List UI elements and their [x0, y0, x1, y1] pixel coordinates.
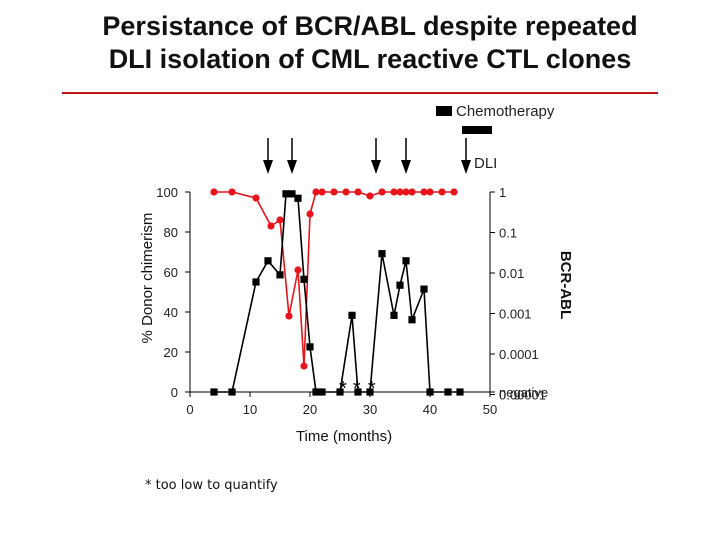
- chimerism-point: [276, 216, 284, 224]
- right-y-tick-label: negative: [499, 385, 548, 400]
- chimerism-point: [450, 188, 458, 196]
- dli-arrow-head: [287, 160, 297, 174]
- bcr-abl-point: [354, 388, 362, 396]
- left-y-tick-label: 60: [164, 265, 178, 280]
- left-y-tick-label: 100: [156, 185, 178, 200]
- right-y-tick-label: 1: [499, 185, 506, 200]
- x-tick-label: 30: [363, 402, 377, 417]
- bcr-abl-point: [444, 388, 452, 396]
- dli-arrow-head: [401, 160, 411, 174]
- bcr-abl-point: [390, 311, 398, 319]
- chemotherapy-legend-label: Chemotherapy: [456, 103, 555, 120]
- bcr-abl-point: [300, 275, 308, 283]
- too-low-marker: *: [368, 378, 376, 400]
- title-divider: [62, 92, 658, 94]
- bcr-abl-point: [366, 388, 374, 396]
- bcr-abl-point: [210, 388, 218, 396]
- bcr-abl-point: [408, 316, 416, 324]
- right-y-tick-label: 0.01: [499, 266, 524, 281]
- bcr-abl-point: [264, 257, 272, 265]
- dli-arrow-head: [371, 160, 381, 174]
- chemotherapy-bar: [462, 126, 492, 134]
- chimerism-point: [396, 188, 404, 196]
- left-y-axis-label: % Donor chimerism: [139, 213, 156, 344]
- x-axis-label: Time (months): [296, 428, 392, 445]
- bcr-abl-point: [456, 388, 464, 396]
- chimerism-point: [402, 188, 410, 196]
- chimerism-point: [408, 188, 416, 196]
- chimerism-point: [294, 266, 302, 274]
- left-y-tick-label: 20: [164, 345, 178, 360]
- chimerism-point: [210, 188, 218, 196]
- x-tick-label: 20: [303, 402, 317, 417]
- bcr-abl-point: [252, 278, 260, 286]
- footnote: * too low to quantify: [145, 478, 278, 493]
- bcr-abl-point: [318, 388, 326, 396]
- chimerism-point: [342, 188, 350, 196]
- chimerism-point: [390, 188, 398, 196]
- bcr-abl-point: [276, 271, 284, 279]
- bcr-abl-point: [282, 190, 290, 198]
- chimerism-point: [366, 192, 374, 200]
- chemotherapy-legend-swatch: [436, 106, 452, 116]
- right-y-tick-label: 0.0001: [499, 347, 539, 362]
- right-y-tick-label: 0.1: [499, 226, 517, 241]
- x-tick-label: 40: [423, 402, 437, 417]
- x-tick-label: 10: [243, 402, 257, 417]
- right-y-tick-label: 0.001: [499, 307, 532, 322]
- chimerism-point: [267, 222, 275, 230]
- title-line-2: DLI isolation of CML reactive CTL clones: [108, 44, 632, 74]
- bcr-abl-point: [312, 388, 320, 396]
- chimerism-point: [306, 210, 314, 218]
- chimerism-point: [312, 188, 320, 196]
- chart-axes: [189, 192, 491, 393]
- chimerism-point: [330, 188, 338, 196]
- bcr-abl-point: [228, 388, 236, 396]
- chimerism-point: [378, 188, 386, 196]
- dli-arrow-head: [461, 160, 471, 174]
- bcr-abl-point: [348, 311, 356, 319]
- slide-title: Persistance of BCR/ABL despite repeated …: [0, 10, 720, 76]
- chemotherapy-markers: [462, 126, 492, 134]
- legend: Chemotherapy DLI: [436, 103, 555, 172]
- bcr-abl-point: [306, 343, 314, 351]
- too-low-marker: *: [353, 378, 361, 400]
- dli-legend-label: DLI: [474, 155, 497, 172]
- annotations: * * *: [339, 378, 376, 400]
- right-y-negative-bg: [496, 382, 554, 400]
- too-low-marker: *: [339, 378, 347, 400]
- bcr-abl-point: [402, 257, 410, 265]
- data-series: [210, 188, 464, 396]
- dli-arrows: [263, 138, 471, 174]
- chimerism-point: [300, 362, 308, 370]
- chimerism-point: [420, 188, 428, 196]
- x-tick-label: 0: [186, 402, 193, 417]
- title-line-1: Persistance of BCR/ABL despite repeated: [102, 11, 638, 41]
- bcr-abl-line: [214, 193, 460, 393]
- bcr-abl-point: [288, 190, 296, 198]
- left-y-tick-label: 40: [164, 305, 178, 320]
- chimerism-point: [285, 312, 293, 320]
- bcr-abl-point: [420, 285, 428, 293]
- left-y-tick-label: 80: [164, 225, 178, 240]
- bcr-abl-point: [396, 281, 404, 289]
- bcr-abl-point: [426, 388, 434, 396]
- x-tick-label: 50: [483, 402, 497, 417]
- bcr-abl-point: [378, 250, 386, 258]
- chimerism-point: [252, 194, 260, 202]
- right-y-tick-label: 0.00001: [499, 388, 546, 403]
- chimerism-point: [228, 188, 236, 196]
- left-y-tick-label: 0: [171, 385, 178, 400]
- chimerism-line: [214, 191, 454, 367]
- chimerism-point: [354, 188, 362, 196]
- bcr-abl-point: [336, 388, 344, 396]
- chimerism-point: [318, 188, 326, 196]
- right-y-axis-label: BCR-ABL: [557, 251, 574, 319]
- dli-arrow-head: [263, 160, 273, 174]
- chimerism-point: [426, 188, 434, 196]
- chimerism-point: [438, 188, 446, 196]
- bcr-abl-point: [294, 194, 302, 202]
